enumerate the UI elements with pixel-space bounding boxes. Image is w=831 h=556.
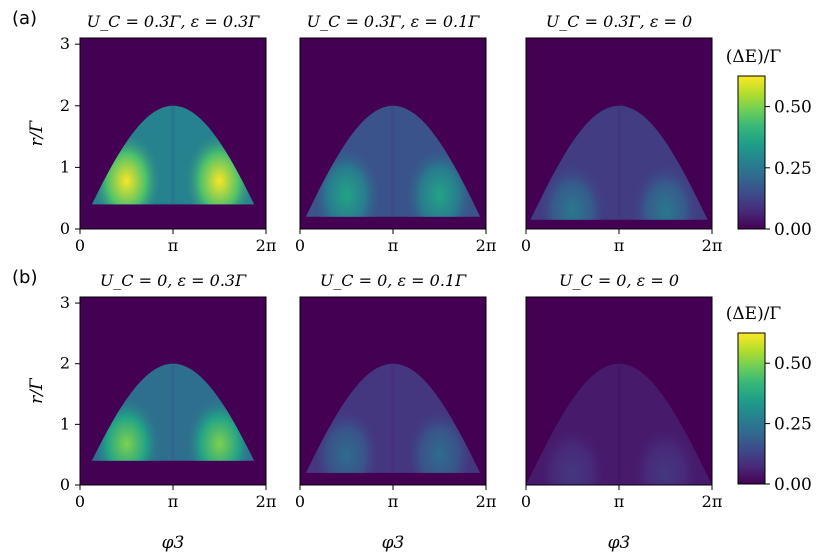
panel-title: U_C = 0, ε = 0.1Γ	[320, 271, 467, 290]
x-axis-label: φ3	[608, 533, 631, 553]
x-tick-label: 2π	[476, 492, 497, 511]
y-tick-label: 1	[60, 414, 70, 433]
heatmap-lobe	[537, 160, 608, 220]
panel-title: U_C = 0.3Γ, ε = 0.3Γ	[87, 12, 261, 31]
heatmap-gap	[391, 363, 395, 473]
colorbar-tick-label: 0.00	[774, 475, 812, 495]
y-tick-label: 2	[60, 354, 70, 373]
x-tick-label: 0	[75, 492, 85, 511]
colorbar-tick-label: 0.25	[774, 415, 812, 435]
heatmap-panel-0-2: U_C = 0.3Γ, ε = 0 0 π 2π	[521, 12, 723, 255]
colorbar-label: (ΔE)/Γ	[726, 47, 782, 67]
x-tick-label: π	[168, 492, 179, 511]
heatmap-lobe	[630, 160, 701, 220]
panel-title: U_C = 0, ε = 0.3Γ	[100, 271, 247, 290]
x-axis-label: φ3	[162, 533, 185, 553]
x-tick-label: 0	[521, 236, 531, 255]
x-tick-label: π	[614, 492, 625, 511]
colorbar-tick-label: 0.00	[774, 220, 812, 240]
y-tick-label: 0	[60, 475, 70, 494]
colorbar-tick-label: 0.50	[774, 354, 812, 374]
colorbar-tick-label: 0.25	[774, 159, 812, 179]
heatmap-gap	[617, 363, 621, 485]
y-tick-label: 1	[60, 157, 70, 176]
heatmap-lobe	[630, 423, 701, 485]
x-tick-label: 2π	[702, 492, 723, 511]
colorbar-tick-label: 0.50	[774, 98, 812, 118]
y-tick-label: 3	[60, 34, 70, 53]
x-tick-label: 2π	[256, 492, 277, 511]
x-tick-label: 0	[75, 236, 85, 255]
heatmap-panel-0-0: U_C = 0.3Γ, ε = 0.3Γ 0 π 2π 0 1 2 3	[60, 12, 277, 255]
heatmap-lobe	[311, 405, 382, 473]
y-axis-label-1: r/Γ	[27, 377, 47, 404]
x-tick-label: 2π	[256, 236, 277, 255]
heatmap-panel-1-2: U_C = 0, ε = 0 0 π 2π φ3	[521, 271, 722, 553]
row-label-1: (b)	[12, 267, 37, 288]
x-tick-label: π	[614, 236, 625, 255]
panel-title: U_C = 0.3Γ, ε = 0.1Γ	[307, 12, 481, 31]
x-tick-label: π	[388, 236, 399, 255]
row-label-0: (a)	[12, 8, 37, 29]
colorbar-label: (ΔE)/Γ	[726, 304, 782, 324]
colorbar-1: (ΔE)/Γ 0.00 0.25 0.50	[726, 304, 812, 495]
x-tick-label: 0	[521, 492, 531, 511]
y-tick-label: 2	[60, 96, 70, 115]
x-tick-label: 2π	[476, 236, 497, 255]
y-tick-label: 3	[60, 293, 70, 312]
x-tick-label: π	[168, 236, 179, 255]
heatmap-panel-1-0: U_C = 0, ε = 0.3Γ 0 π 2π 0 1 2 3 φ3	[60, 271, 277, 553]
heatmap-gap	[391, 105, 395, 217]
heatmap-gap	[171, 363, 175, 461]
heatmap-panel-0-1: U_C = 0.3Γ, ε = 0.1Γ 0 π 2π	[295, 12, 496, 255]
y-axis-label-0: r/Γ	[27, 119, 47, 146]
x-tick-label: 0	[295, 236, 305, 255]
colorbar-gradient	[737, 75, 766, 230]
heatmap-panel-1-1: U_C = 0, ε = 0.1Γ 0 π 2π φ3	[295, 271, 496, 553]
x-tick-label: π	[388, 492, 399, 511]
panel-title: U_C = 0.3Γ, ε = 0	[546, 12, 692, 31]
y-tick-label: 0	[60, 219, 70, 238]
colorbar-gradient	[737, 332, 766, 485]
heatmap-lobe	[404, 405, 475, 473]
x-axis-label: φ3	[382, 533, 405, 553]
heatmap-lobe	[537, 423, 608, 485]
x-tick-label: 2π	[702, 236, 723, 255]
colorbar-0: (ΔE)/Γ 0.00 0.25 0.50	[726, 47, 812, 240]
heatmap-gap	[171, 105, 175, 205]
x-tick-label: 0	[295, 492, 305, 511]
panel-title: U_C = 0, ε = 0	[559, 271, 679, 290]
heatmap-gap	[617, 105, 621, 220]
